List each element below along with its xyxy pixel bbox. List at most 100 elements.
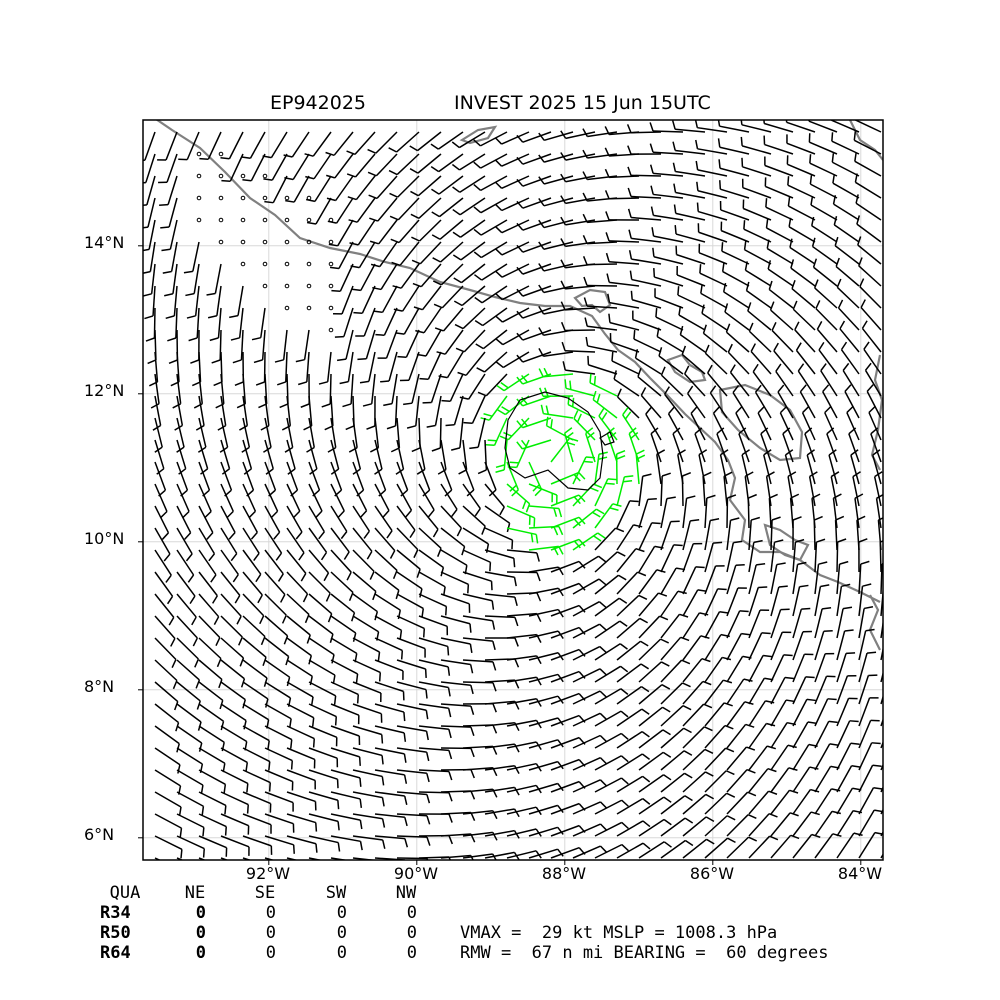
wind-barb <box>704 770 727 793</box>
wind-barb <box>440 854 471 859</box>
barb-feather <box>766 471 775 477</box>
barb-feather <box>573 473 581 482</box>
wind-barb <box>220 505 236 533</box>
barb-feather <box>630 290 633 300</box>
barb-feather <box>593 483 603 489</box>
wind-barb <box>462 505 486 527</box>
wind-barb <box>170 241 178 272</box>
barb-feather <box>656 449 666 455</box>
barb-feather <box>606 273 610 283</box>
wind-barb <box>471 395 486 424</box>
nicoya-islands <box>763 523 810 562</box>
barb-feather <box>469 643 473 653</box>
wind-barb <box>638 522 653 551</box>
wind-barb <box>440 483 458 510</box>
wind-barb <box>861 327 882 353</box>
barb-feather <box>467 584 470 594</box>
barb-feather <box>854 110 855 119</box>
wind-barb <box>631 195 662 199</box>
barb-feather <box>663 818 672 826</box>
wind-barb <box>506 549 537 554</box>
barb-feather <box>653 268 656 278</box>
wind-barb <box>220 461 233 491</box>
wind-barb <box>543 197 574 207</box>
wind-barb <box>291 131 310 158</box>
barb-feather <box>545 405 550 415</box>
wind-barb <box>394 395 398 427</box>
wind-barb <box>405 329 420 358</box>
wind-barb <box>286 857 299 860</box>
barb-feather <box>564 379 567 389</box>
wind-barb <box>550 736 580 749</box>
barb-feather <box>292 844 295 854</box>
barb-feather <box>447 687 451 697</box>
wind-barb <box>330 835 361 843</box>
calm-marker <box>262 239 268 245</box>
wind-barb <box>814 287 838 309</box>
wind-barb <box>810 204 838 221</box>
barb-feather <box>764 677 774 681</box>
wind-barb <box>813 266 838 287</box>
barb-feather <box>274 359 284 363</box>
wind-barb <box>594 551 618 573</box>
barb-feather <box>393 308 403 312</box>
wind-barb <box>198 813 227 828</box>
wind-barb <box>482 307 508 327</box>
wind-barb <box>836 720 851 749</box>
wind-barb <box>484 351 508 373</box>
barb-feather <box>641 708 650 715</box>
barb-feather <box>599 712 608 721</box>
wind-barb <box>594 527 617 551</box>
wind-barb <box>792 721 809 749</box>
calm-marker <box>218 239 224 245</box>
wind-barb <box>220 549 239 575</box>
barb-feather <box>221 468 230 475</box>
barb-feather <box>513 786 520 796</box>
barb-feather <box>810 195 814 206</box>
wind-barb <box>572 756 601 771</box>
wind-barb <box>550 692 580 705</box>
wind-barb <box>653 214 684 221</box>
wind-barb <box>418 483 435 511</box>
wind-barb <box>836 630 846 661</box>
barb-feather <box>786 721 797 726</box>
barb-feather <box>868 405 876 414</box>
wind-barb <box>812 245 838 265</box>
barb-feather <box>204 510 212 519</box>
wind-barb <box>220 527 238 554</box>
barb-feather <box>320 551 328 561</box>
wind-barb <box>543 131 574 142</box>
barb-feather <box>774 539 784 543</box>
barb-feather <box>857 236 862 246</box>
barb-feather <box>473 228 482 236</box>
barb-feather <box>833 216 838 226</box>
wind-barb <box>853 120 882 133</box>
barb-feather <box>671 120 676 130</box>
barb-feather <box>550 419 553 429</box>
wind-barb <box>814 788 833 815</box>
barb-feather <box>642 820 651 828</box>
barb-feather <box>356 694 360 704</box>
wind-barb <box>854 160 882 177</box>
barb-feather <box>339 380 349 385</box>
barb-feather <box>620 710 629 718</box>
wind-barb <box>741 145 772 155</box>
wind-barb <box>660 613 681 639</box>
wind-barb <box>809 162 838 177</box>
barb-feather <box>143 204 147 206</box>
wind-barb <box>757 412 772 441</box>
barb-feather <box>426 815 431 825</box>
gulf-fonseca-islands <box>573 288 612 314</box>
wind-barb <box>440 593 470 605</box>
barb-feather <box>753 539 763 544</box>
barb-feather <box>853 131 857 141</box>
barb-feather <box>811 493 821 499</box>
calm-marker <box>306 283 312 289</box>
wind-barb <box>418 593 447 608</box>
barb-feather <box>723 679 733 684</box>
wind-barb <box>675 191 706 199</box>
barb-feather <box>521 374 528 383</box>
barb-feather <box>585 427 594 435</box>
barb-feather <box>887 629 896 631</box>
barb-feather <box>253 552 260 561</box>
